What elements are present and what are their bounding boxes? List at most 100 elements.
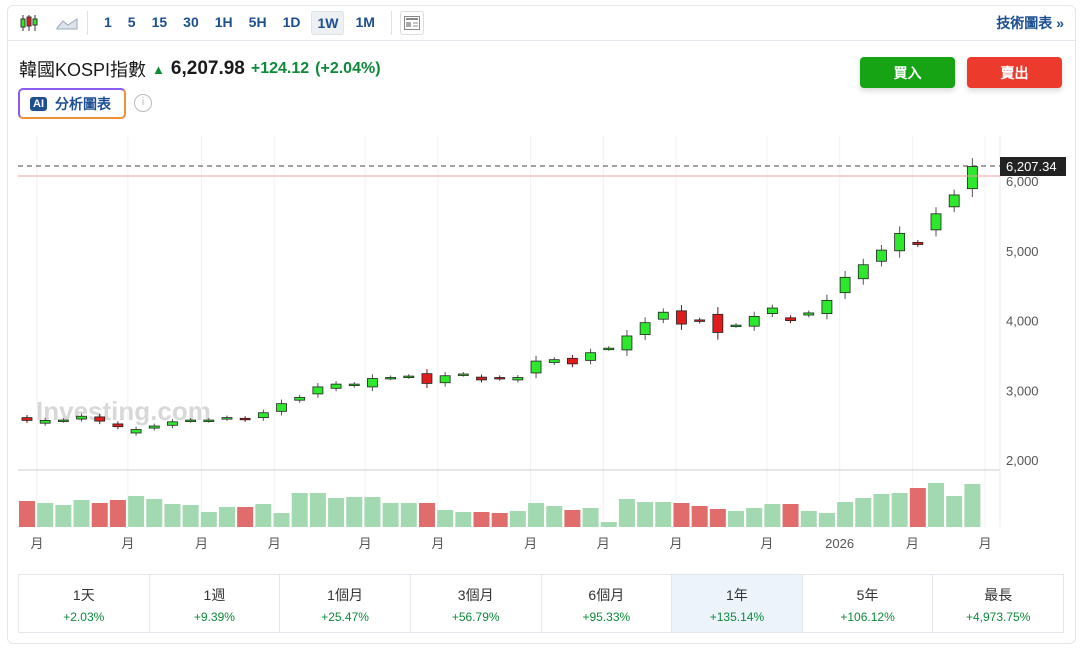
period-label: 1個月 bbox=[327, 587, 363, 603]
period-label: 1年 bbox=[726, 587, 748, 603]
candle-body bbox=[348, 383, 360, 387]
candle-body bbox=[657, 311, 669, 320]
volume-bar bbox=[691, 506, 708, 527]
candle-body bbox=[367, 378, 378, 388]
candle-body bbox=[294, 396, 306, 401]
period-change: +135.14% bbox=[709, 610, 765, 624]
performance-period[interactable]: 3個月 +56.79% bbox=[411, 575, 542, 632]
ai-analysis-button[interactable]: AI 分析圖表 bbox=[18, 88, 126, 119]
candle-body bbox=[894, 232, 906, 252]
performance-period[interactable]: 1天 +2.03% bbox=[19, 575, 150, 632]
performance-period[interactable]: 1個月 +25.47% bbox=[280, 575, 411, 632]
performance-period[interactable]: 1年 +135.14% bbox=[672, 575, 803, 632]
x-tick-label: 月 bbox=[359, 536, 372, 551]
performance-period[interactable]: 最長 +4,973.75% bbox=[933, 575, 1063, 632]
candle-body bbox=[694, 319, 706, 322]
candle-body bbox=[385, 377, 397, 380]
volume-bar bbox=[837, 502, 854, 527]
price-change: +124.12 bbox=[250, 60, 310, 77]
volume-bar bbox=[528, 503, 545, 527]
volume-bar bbox=[546, 506, 563, 527]
volume-bar bbox=[237, 507, 254, 527]
volume-bar bbox=[746, 508, 763, 527]
period-label: 最長 bbox=[984, 587, 1013, 603]
interval-5h[interactable]: 5H bbox=[248, 13, 267, 30]
candle-body bbox=[130, 429, 142, 434]
news-layout-icon[interactable] bbox=[399, 10, 424, 35]
interval-1d[interactable]: 1D bbox=[282, 13, 301, 30]
candle-body bbox=[403, 375, 415, 378]
divider bbox=[390, 10, 392, 35]
chart-card bbox=[7, 5, 1076, 644]
volume-bar bbox=[364, 497, 381, 527]
performance-period[interactable]: 5年 +106.12% bbox=[803, 575, 934, 632]
period-label: 1天 bbox=[72, 587, 95, 603]
candle-body bbox=[148, 425, 160, 429]
x-tick-label: 月 bbox=[906, 536, 919, 551]
candle-body bbox=[421, 373, 433, 384]
chart-toolbar: 1 5 15 30 1H 5H 1D 1W 1M 技術圖表 » bbox=[7, 5, 1076, 41]
candle-body bbox=[857, 264, 869, 280]
interval-1h[interactable]: 1H bbox=[214, 13, 233, 30]
price-chart[interactable]: Investing.com 6,0005,0004,0003,0002,0006… bbox=[0, 0, 1080, 560]
candle-body bbox=[476, 376, 487, 381]
interval-15[interactable]: 15 bbox=[151, 13, 168, 30]
performance-period[interactable]: 1週 +9.39% bbox=[150, 575, 281, 632]
candle-body bbox=[748, 316, 760, 327]
candlestick-chart-icon[interactable] bbox=[17, 11, 41, 35]
candle-body bbox=[330, 383, 342, 389]
candle-body bbox=[803, 312, 815, 316]
interval-5[interactable]: 5 bbox=[127, 13, 136, 30]
performance-table: 1天 +2.03% 1週 +9.39% 1個月 +25.47% 3個月 +56.79% 6個月 +… bbox=[18, 574, 1064, 633]
x-tick-label: 月 bbox=[524, 536, 537, 551]
interval-tabs: 1 5 15 30 1H 5H 1D 1W 1M bbox=[96, 10, 383, 35]
interval-1w[interactable]: 1W bbox=[311, 10, 345, 35]
volume-bar bbox=[382, 503, 399, 527]
period-change: +56.79% bbox=[451, 610, 500, 624]
buy-button[interactable]: 買入 bbox=[860, 57, 955, 88]
candle-body bbox=[76, 415, 87, 420]
interval-1m[interactable]: 1M bbox=[355, 13, 375, 30]
candle-body bbox=[112, 423, 124, 428]
volume-bar bbox=[255, 504, 272, 527]
volume-bar bbox=[37, 503, 54, 527]
volume-bar bbox=[455, 512, 472, 527]
volume-bar bbox=[637, 502, 654, 527]
info-icon[interactable]: i bbox=[134, 94, 152, 112]
volume-bar bbox=[728, 511, 745, 527]
period-change: +9.39% bbox=[193, 610, 235, 624]
interval-1[interactable]: 1 bbox=[104, 13, 112, 30]
period-change: +95.33% bbox=[582, 610, 631, 624]
candle-body bbox=[57, 419, 69, 422]
volume-bar bbox=[418, 503, 435, 527]
candle-body bbox=[548, 359, 560, 363]
volume-bar bbox=[164, 504, 181, 527]
candle-body bbox=[821, 299, 833, 315]
period-change: +4,973.75% bbox=[965, 610, 1031, 624]
candle-body bbox=[94, 416, 106, 422]
price-change-percent: (+2.04%) bbox=[315, 60, 381, 77]
technical-chart-link[interactable]: 技術圖表 » bbox=[996, 14, 1064, 31]
volume-bar bbox=[855, 498, 872, 527]
interval-30[interactable]: 30 bbox=[183, 13, 199, 30]
candle-body bbox=[567, 357, 578, 365]
area-chart-icon[interactable] bbox=[55, 11, 79, 35]
performance-period[interactable]: 6個月 +95.33% bbox=[542, 575, 673, 632]
candle-body bbox=[876, 249, 887, 262]
period-label: 1週 bbox=[203, 587, 226, 603]
volume-bar bbox=[909, 488, 926, 527]
volume-bar bbox=[200, 512, 217, 527]
volume-bar bbox=[128, 496, 145, 527]
volume-bar bbox=[509, 511, 526, 527]
period-change: +25.47% bbox=[321, 610, 369, 624]
candle-body bbox=[21, 417, 33, 421]
candle-body bbox=[39, 420, 51, 424]
sell-button[interactable]: 賣出 bbox=[967, 57, 1062, 88]
candle-body bbox=[730, 324, 742, 328]
y-tick-label: 5,000 bbox=[1006, 244, 1039, 259]
candle-body bbox=[312, 386, 324, 395]
y-tick-label: 3,000 bbox=[1006, 383, 1039, 398]
x-tick-label: 月 bbox=[268, 536, 281, 551]
volume-bar bbox=[782, 504, 799, 527]
volume-bar bbox=[182, 505, 199, 527]
